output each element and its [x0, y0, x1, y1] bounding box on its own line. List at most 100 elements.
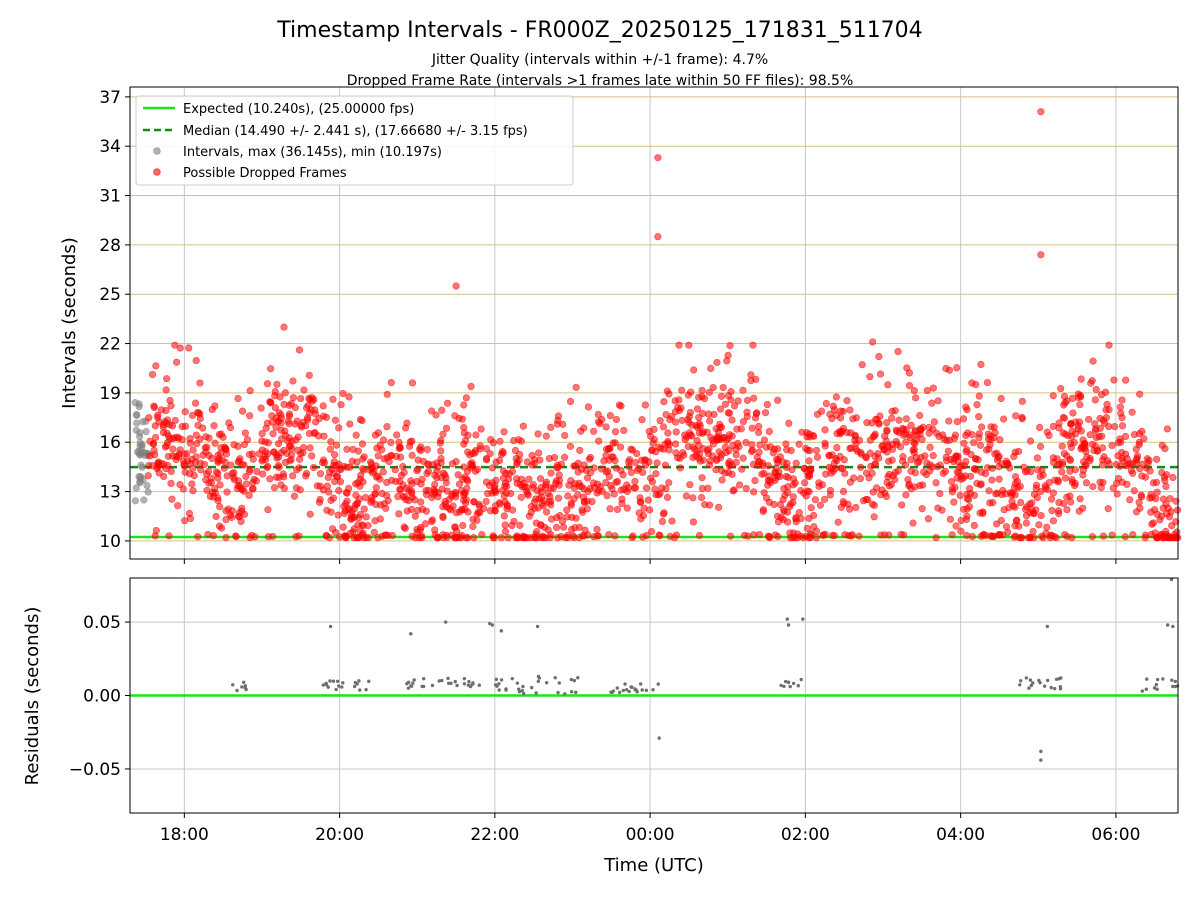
residual-point [235, 688, 239, 693]
dropped-frame-point [663, 493, 672, 501]
dropped-frame-point [724, 459, 733, 467]
dropped-frame-point [929, 384, 937, 392]
dropped-frame-point [750, 394, 758, 402]
dropped-frame-point [952, 452, 961, 460]
dropped-frame-point [900, 531, 908, 539]
dropped-frame-point [944, 447, 952, 455]
dropped-frame-point [628, 534, 636, 542]
dropped-frame-point [617, 466, 625, 475]
dropped-frame-point [281, 431, 290, 440]
dropped-frame-point [482, 478, 491, 486]
dropped-frame-point [858, 361, 866, 369]
dropped-frame-point [310, 463, 318, 472]
dropped-frame-point [374, 452, 382, 460]
dropped-frame-point [393, 431, 401, 439]
chart-subtitle-jitter: Jitter Quality (intervals within +/-1 fr… [431, 52, 768, 68]
dropped-frame-point [547, 501, 555, 509]
dropped-frame-point [1060, 414, 1069, 422]
dropped-frame-point [713, 456, 721, 465]
dropped-frame-point [1055, 419, 1063, 427]
dropped-frame-point [875, 420, 883, 428]
dropped-frame-point [695, 393, 703, 401]
dropped-frame-point [665, 479, 673, 487]
dropped-frame-point [602, 479, 610, 487]
dropped-frame-point [1163, 510, 1171, 518]
dropped-frame-point [967, 450, 975, 459]
dropped-frame-point [437, 459, 445, 467]
dropped-frame-point [189, 487, 197, 495]
dropped-frame-point [662, 485, 670, 493]
dropped-frame-point [668, 517, 676, 525]
dropped-frame-point [898, 501, 906, 509]
dropped-frame-point [1098, 461, 1107, 469]
dropped-frame-point [488, 464, 496, 472]
dropped-frame-point [152, 526, 160, 535]
dropped-frame-point [676, 464, 684, 472]
dropped-frame-point [259, 470, 267, 478]
dropped-frame-point [1105, 341, 1113, 349]
dropped-frame-point [237, 484, 245, 493]
dropped-frame-point [292, 533, 300, 541]
dropped-frame-point [797, 515, 805, 523]
bottom-y-tick-label: 0.00 [83, 687, 121, 707]
dropped-frame-point [1102, 406, 1110, 414]
residual-point [786, 680, 791, 685]
dropped-frame-point [281, 458, 290, 467]
dropped-frame-point [359, 455, 367, 463]
residual-point [615, 686, 619, 690]
x-tick-label: 18:00 [160, 825, 209, 845]
dropped-frame-point [486, 450, 494, 458]
dropped-frame-point [178, 422, 186, 431]
dropped-frame-point [1071, 466, 1080, 474]
dropped-frame-point [885, 531, 893, 539]
dropped-frame-point [238, 407, 247, 415]
dropped-frame-point [212, 512, 220, 521]
dropped-frame-point [611, 532, 619, 540]
dropped-frame-point [574, 459, 582, 467]
interval-point [133, 419, 141, 427]
dropped-frame-point [339, 389, 347, 398]
legend-median-label: Median (14.490 +/- 2.441 s), (17.66680 +… [183, 124, 528, 139]
x-tick-label: 00:00 [626, 825, 675, 845]
dropped-frame-point [407, 505, 416, 514]
residual-point [242, 680, 246, 685]
residual-point [1037, 678, 1041, 683]
bottom-y-axis-label: Residuals (seconds) [22, 607, 43, 786]
dropped-frame-point [1149, 519, 1157, 527]
residual-point [1144, 687, 1149, 691]
dropped-frame-point [358, 417, 366, 425]
dropped-frame-point [857, 463, 865, 471]
dropped-frame-point [834, 518, 842, 526]
dropped-frame-point [498, 448, 507, 456]
dropped-frame-point [1101, 388, 1110, 396]
dropped-frame-point [583, 474, 592, 482]
top-y-tick-label: 22 [99, 335, 121, 355]
dropped-frame-point [1159, 495, 1168, 503]
dropped-frame-point [1074, 422, 1082, 430]
dropped-frame-point [353, 458, 361, 466]
dropped-frame-point [370, 528, 378, 536]
dropped-frame-point [459, 475, 467, 483]
dropped-frame-point [686, 408, 694, 417]
dropped-frame-point [762, 494, 771, 502]
residual-point [499, 678, 504, 682]
dropped-frame-point [728, 416, 736, 424]
dropped-frame-point [331, 416, 340, 424]
dropped-frame-point [289, 472, 297, 480]
top-y-tick-label: 31 [99, 187, 121, 207]
dropped-frame-point [866, 373, 874, 381]
residual-point [352, 684, 357, 689]
dropped-frame-point [700, 394, 709, 403]
dropped-frame-point [902, 461, 910, 469]
dropped-frame-point [1137, 491, 1145, 499]
dropped-frame-point [1092, 433, 1100, 442]
dropped-frame-point [290, 492, 299, 500]
dropped-frame-point [1129, 531, 1137, 539]
residual-point [627, 689, 631, 694]
dropped-frame-point [765, 472, 773, 480]
dropped-frame-point [318, 458, 327, 467]
dropped-frame-point [302, 469, 311, 478]
dropped-frame-point [374, 429, 383, 437]
dropped-frame-point [919, 423, 927, 431]
dropped-frame-point [240, 461, 248, 469]
